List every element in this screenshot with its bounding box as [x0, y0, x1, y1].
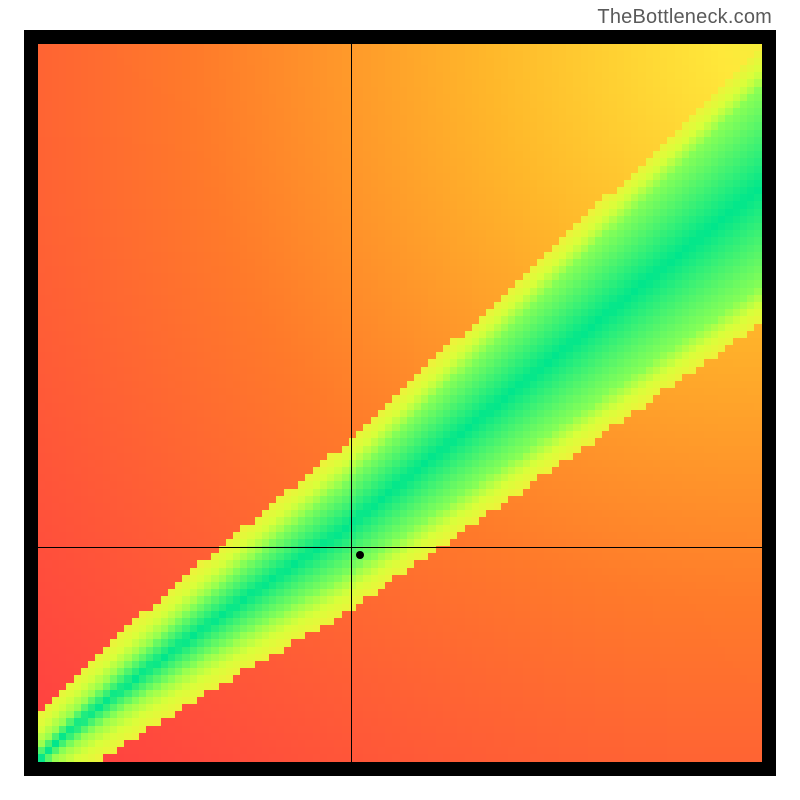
root-container: TheBottleneck.com	[0, 0, 800, 800]
crosshair-vertical	[351, 44, 352, 762]
chart-frame	[24, 30, 776, 776]
data-point-marker	[356, 551, 364, 559]
plot-area	[38, 44, 762, 762]
heatmap-canvas	[38, 44, 762, 762]
crosshair-horizontal	[38, 547, 762, 548]
watermark-text: TheBottleneck.com	[597, 6, 772, 29]
